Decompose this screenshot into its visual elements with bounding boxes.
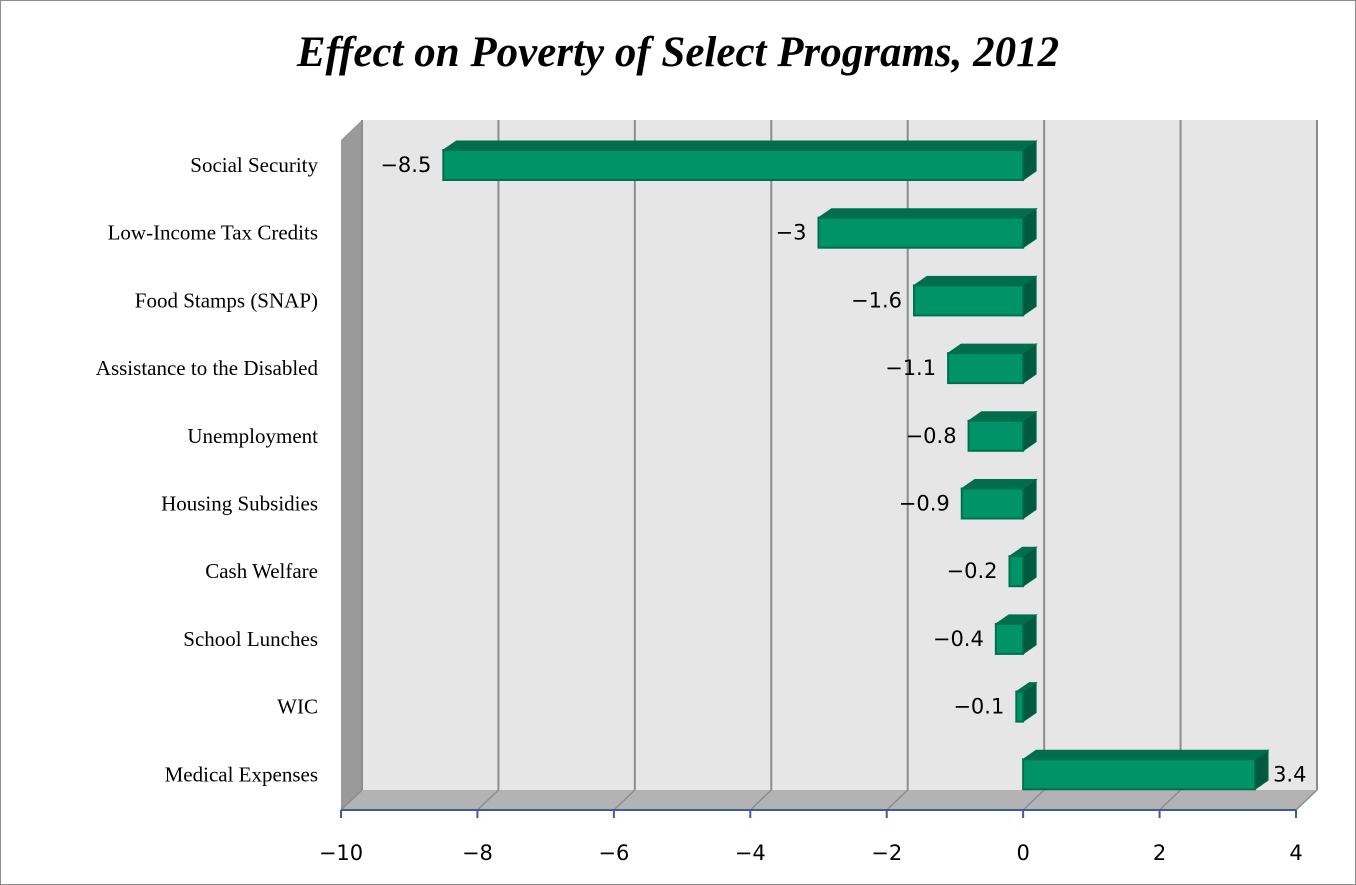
x-tick-label: 4	[1289, 841, 1302, 865]
back-wall	[362, 120, 1317, 790]
category-label: Unemployment	[187, 424, 318, 448]
chart-title: Effect on Poverty of Select Programs, 20…	[296, 29, 1060, 76]
data-label: −0.8	[906, 424, 957, 448]
bar-front	[994, 622, 1025, 655]
data-label: −0.2	[947, 559, 998, 583]
bar-side	[1022, 275, 1037, 317]
category-labels: Social Security Low-Income Tax Credits Foo…	[96, 153, 319, 786]
bar	[816, 207, 1038, 249]
bar-front	[947, 352, 1025, 385]
floor-gridline	[749, 789, 772, 811]
bar	[966, 410, 1038, 452]
bar-top	[912, 275, 1038, 286]
x-tick-label: −2	[871, 841, 902, 865]
bar-front	[967, 419, 1025, 452]
category-label: Social Security	[190, 153, 318, 177]
bar	[960, 478, 1038, 520]
category-label: Food Stamps (SNAP)	[135, 288, 318, 312]
bar-front	[960, 487, 1025, 520]
plot-walls	[341, 120, 1317, 810]
x-tick-label: −8	[462, 841, 493, 865]
bar-side	[1022, 613, 1037, 655]
bar-top	[1021, 749, 1270, 760]
floor-gridline	[340, 789, 363, 811]
bar-front	[1008, 555, 1025, 588]
bar-front	[913, 284, 1025, 317]
bar-side	[1022, 546, 1037, 588]
bar	[1021, 749, 1270, 791]
bar-front	[442, 149, 1025, 181]
floor-gridline	[1295, 789, 1318, 811]
x-tick-label: −4	[735, 841, 766, 865]
bar-side	[1022, 681, 1037, 723]
x-axis	[340, 809, 1297, 818]
bar	[441, 140, 1038, 181]
gridlines	[340, 120, 1318, 811]
bar-side	[1254, 749, 1269, 791]
bar-top	[816, 208, 1038, 219]
data-label: −3	[776, 221, 807, 245]
floor-gridline	[476, 789, 499, 811]
bar-side	[1022, 140, 1037, 181]
data-label: −1.6	[851, 288, 902, 312]
category-label: WIC	[277, 695, 318, 719]
side-wall	[341, 120, 362, 810]
tick-labels: −10 −8 −6 −4 −2 0 2 4	[319, 841, 1303, 865]
data-label: −0.9	[899, 492, 950, 516]
data-label: 3.4	[1273, 762, 1306, 786]
floor-gridline	[886, 789, 909, 811]
floor-gridline	[1159, 789, 1182, 811]
bars	[441, 140, 1270, 791]
bar-side	[1022, 478, 1037, 520]
bar-front	[1015, 690, 1025, 723]
data-label: −0.1	[953, 695, 1004, 719]
x-tick-label: 0	[1016, 841, 1029, 865]
bar-top	[441, 140, 1038, 151]
data-label: −8.5	[380, 153, 431, 177]
bar-front	[817, 216, 1025, 249]
data-labels: −8.5 −3 −1.6 −1.1 −0.8 −0.9 −0.2 −0.4 −0.1 3.4	[380, 153, 1306, 786]
category-label: Cash Welfare	[205, 559, 318, 583]
bar	[994, 613, 1038, 655]
floor	[341, 790, 1317, 810]
floor-gridline	[1022, 789, 1045, 811]
bar-side	[1022, 343, 1037, 385]
category-label: Medical Expenses	[165, 762, 318, 786]
x-tick-label: −6	[598, 841, 629, 865]
bar	[1014, 681, 1038, 723]
category-label: School Lunches	[183, 627, 318, 651]
category-label: Low-Income Tax Credits	[108, 221, 318, 245]
category-label: Assistance to the Disabled	[96, 356, 319, 380]
bar-side	[1022, 207, 1037, 249]
data-label: −1.1	[885, 356, 936, 380]
bar-side	[1022, 410, 1037, 452]
bar-front	[1022, 758, 1257, 791]
x-tick-label: 2	[1153, 841, 1166, 865]
x-tick-label: −10	[319, 841, 363, 865]
category-label: Housing Subsidies	[161, 492, 318, 516]
bar	[1007, 546, 1038, 588]
bar-top	[946, 343, 1038, 354]
bar	[912, 275, 1038, 317]
data-label: −0.4	[933, 627, 984, 651]
bar	[946, 343, 1038, 385]
floor-gridline	[613, 789, 636, 811]
